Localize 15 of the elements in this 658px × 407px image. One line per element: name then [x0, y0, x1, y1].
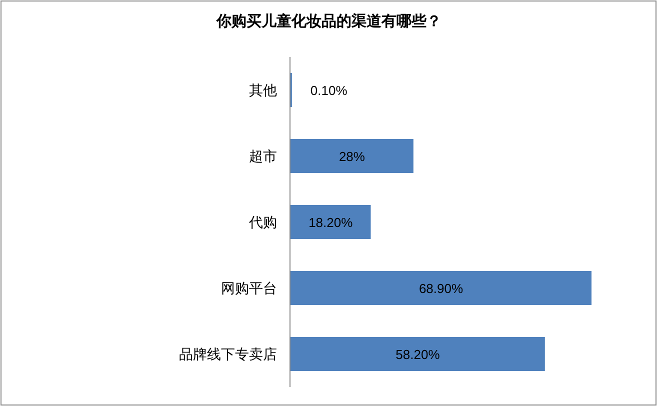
- data-label: 0.10%: [310, 83, 348, 98]
- bar: [290, 205, 371, 239]
- data-label: 58.20%: [396, 347, 440, 362]
- y-tick-label: 超市: [249, 148, 277, 164]
- y-tick-label: 其他: [249, 82, 277, 98]
- bar: [290, 139, 414, 173]
- y-tick-label: 品牌线下专卖店: [179, 346, 277, 362]
- data-label: 68.90%: [418, 281, 464, 296]
- bar: [290, 337, 545, 371]
- data-label: 28%: [338, 149, 366, 164]
- y-tick-label: 网购平台: [221, 280, 277, 296]
- y-tick-label: 代购: [248, 214, 277, 230]
- bar: [290, 271, 592, 305]
- chart-title: 你购买儿童化妆品的渠道有哪些？: [216, 12, 442, 30]
- data-label: 18.20%: [308, 215, 354, 230]
